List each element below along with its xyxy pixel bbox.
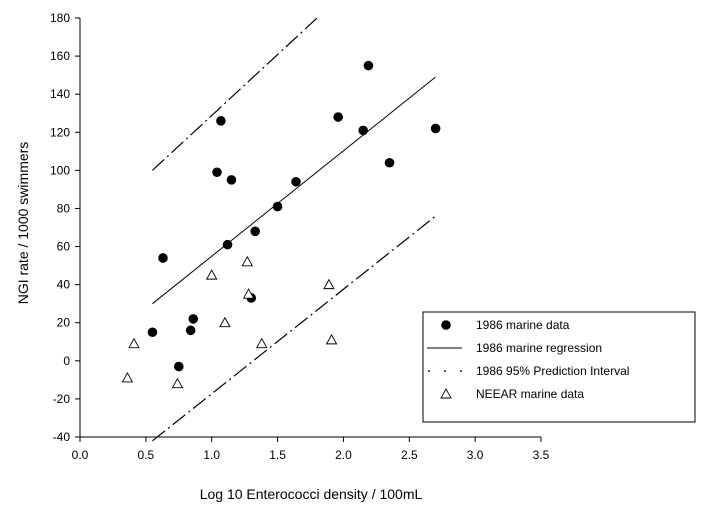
x-axis: 0.0 0.5 1.0 1.5 2.0 2.5 3.0 3.5: [72, 436, 550, 462]
prediction-interval-lower: [152, 215, 437, 442]
regression-line: [152, 76, 436, 305]
data-point-1986: [173, 361, 184, 372]
x-tick-label: 1.0: [203, 448, 220, 462]
data-point-1986: [185, 325, 196, 336]
data-point-1986: [363, 60, 374, 71]
plot-area: [121, 17, 441, 442]
data-point-neear: [121, 372, 134, 383]
data-point-1986: [216, 116, 226, 126]
y-tick-label: -40: [53, 430, 71, 444]
legend-label: 1986 marine data: [476, 318, 570, 332]
y-tick-label: 120: [50, 125, 70, 139]
data-point-neear: [323, 278, 335, 290]
data-point-1986: [212, 167, 222, 178]
data-point-1986: [158, 253, 168, 263]
x-tick-label: 2.0: [335, 448, 352, 462]
data-point-1986: [188, 314, 199, 324]
y-tick-label: 140: [50, 87, 70, 101]
data-point-neear: [205, 269, 218, 280]
y-axis: -40 -20 0 20 40 60 80 100 120 140 160 180: [50, 11, 81, 444]
data-point-neear: [325, 333, 338, 345]
y-tick-label: 80: [57, 201, 71, 215]
data-point-1986: [272, 201, 283, 212]
data-point-1986: [291, 176, 301, 187]
prediction-interval-upper: [152, 17, 318, 171]
data-point-1986: [222, 239, 233, 250]
x-tick-label: 1.5: [269, 448, 286, 462]
y-tick-label: 100: [50, 163, 70, 177]
legend-symbol-circle: [441, 320, 451, 330]
x-tick-label: 0.5: [138, 448, 155, 462]
data-point-neear: [171, 377, 184, 389]
data-point-1986: [384, 157, 395, 168]
x-tick-label: 0.0: [72, 448, 89, 462]
y-tick-label: 160: [50, 49, 70, 63]
legend-label: 1986 95% Prediction Interval: [476, 364, 629, 378]
data-point-neear: [256, 337, 268, 349]
legend: 1986 marine data 1986 marine regression 19…: [422, 311, 696, 423]
data-point-1986: [333, 112, 343, 122]
legend-label: 1986 marine regression: [476, 341, 602, 355]
data-point-1986: [358, 125, 368, 136]
y-tick-label: 60: [57, 240, 71, 254]
x-tick-label: 3.0: [467, 448, 484, 462]
x-tick-label: 2.5: [401, 448, 418, 462]
data-point-neear: [219, 316, 231, 328]
data-point-1986: [430, 123, 441, 134]
legend-box: [422, 311, 696, 423]
y-tick-label: 40: [57, 278, 71, 292]
legend-label: NEEAR marine data: [476, 387, 584, 401]
data-point-neear: [242, 288, 255, 299]
x-axis-title: Log 10 Enterococci density / 100mL: [200, 486, 423, 502]
data-point-1986: [147, 327, 158, 338]
data-point-1986: [250, 226, 260, 237]
y-tick-label: 0: [63, 354, 70, 368]
legend-symbol-triangle: [440, 388, 452, 399]
data-point-neear: [241, 255, 254, 267]
x-tick-label: 3.5: [533, 448, 550, 462]
y-tick-label: 180: [50, 11, 70, 25]
y-axis-title: NGI rate / 1000 swimmers: [15, 142, 31, 305]
data-point-1986: [226, 175, 237, 185]
data-point-neear: [128, 337, 140, 349]
y-tick-label: -20: [53, 392, 71, 406]
y-tick-label: 20: [57, 316, 71, 330]
